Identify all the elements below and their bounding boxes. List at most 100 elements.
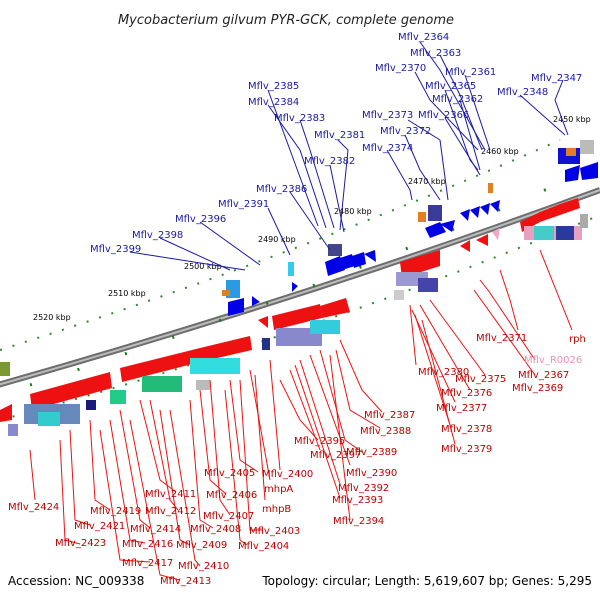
gene-arrow [252, 296, 260, 306]
gene-label[interactable]: Mflv_2347 [531, 73, 582, 84]
gene-arrow [425, 222, 446, 238]
gene-label[interactable]: Mflv_2372 [380, 126, 431, 137]
reverse-genes [0, 198, 588, 436]
gene-label[interactable]: Mflv_2376 [441, 388, 492, 399]
gene-label[interactable]: Mflv_2373 [362, 110, 413, 121]
gene-block [566, 148, 576, 156]
gene-arrow [352, 252, 366, 268]
gene-arrow [258, 316, 268, 328]
gene-arrow [492, 228, 500, 240]
gene-label[interactable]: Mflv_2392 [338, 483, 389, 494]
gene-label[interactable]: Mflv_2409 [176, 540, 227, 551]
gene-label[interactable]: Mflv_2378 [441, 424, 492, 435]
gene-label[interactable]: Mflv_2377 [436, 403, 487, 414]
gene-label[interactable]: Mflv_2379 [441, 444, 492, 455]
gene-label[interactable]: Mflv_2417 [122, 558, 173, 569]
forward-genes [0, 140, 598, 376]
gene-label[interactable]: Mflv_2424 [8, 502, 59, 513]
gene-label[interactable]: Mflv_2385 [248, 81, 299, 92]
gene-arrow [490, 200, 500, 212]
kbp-label: 2470 kbp [408, 177, 446, 186]
gene-label[interactable]: Mflv_2419 [90, 506, 141, 517]
gene-label[interactable]: rph [569, 334, 586, 345]
gene-label[interactable]: Mflv_2348 [497, 87, 548, 98]
gene-label[interactable]: Mflv_2390 [346, 468, 397, 479]
gene-label[interactable]: Mflv_2383 [274, 113, 325, 124]
gene-block [534, 226, 554, 240]
gene-label[interactable]: Mflv_2380 [418, 367, 469, 378]
gene-label[interactable]: Mflv_2369 [512, 383, 563, 394]
gene-label[interactable]: Mflv_2396 [175, 214, 226, 225]
gene-label[interactable]: Mflv_2387 [364, 410, 415, 421]
gene-arrow [480, 203, 490, 215]
gene-label[interactable]: Mflv_2397 [310, 450, 361, 461]
gene-label[interactable]: mhpA [264, 484, 293, 495]
gene-label[interactable]: Mflv_2362 [432, 94, 483, 105]
bottom-labels: rph Mflv_2371 Mflv_R0026 Mflv_2367 Mflv_… [8, 333, 586, 587]
gene-label[interactable]: mhpB [262, 504, 291, 515]
gene-label[interactable]: Mflv_2388 [360, 426, 411, 437]
kbp-label: 2460 kbp [481, 147, 519, 156]
gene-block [580, 214, 588, 228]
gene-label[interactable]: Mflv_2414 [130, 524, 181, 535]
gene-arrow [580, 162, 598, 180]
gene-label[interactable]: Mflv_2406 [206, 490, 257, 501]
gene-label[interactable]: Mflv_2386 [256, 184, 307, 195]
gene-label[interactable]: Mflv_2393 [332, 495, 383, 506]
gene-label[interactable]: Mflv_2413 [160, 576, 211, 587]
gene-label[interactable]: Mflv_2389 [346, 447, 397, 458]
gene-label[interactable]: Mflv_2408 [190, 524, 241, 535]
gene-block [428, 205, 442, 221]
gene-label[interactable]: Mflv_2404 [238, 541, 289, 552]
gene-label[interactable]: Mflv_2421 [74, 521, 125, 532]
gene-label[interactable]: Mflv_2398 [132, 230, 183, 241]
gene-arrow [228, 298, 244, 316]
gene-block [0, 362, 10, 376]
gene-label[interactable]: Mflv_2410 [178, 561, 229, 572]
gene-label[interactable]: Mflv_2423 [55, 538, 106, 549]
gene-label[interactable]: Mflv_2375 [455, 374, 506, 385]
gene-arrow [476, 234, 488, 246]
gene-label[interactable]: Mflv_R0026 [524, 355, 582, 366]
gene-arrow [30, 372, 112, 410]
gene-label[interactable]: Mflv_2384 [248, 97, 299, 108]
bottom-leader-lines [29, 249, 573, 581]
gene-label[interactable]: Mflv_2411 [145, 489, 196, 500]
gene-label[interactable]: Mflv_2407 [203, 511, 254, 522]
gene-label[interactable]: Mflv_2399 [90, 244, 141, 255]
gene-label[interactable]: Mflv_2395 [294, 436, 345, 447]
gene-arrow [325, 256, 345, 276]
gene-label[interactable]: Mflv_2371 [476, 333, 527, 344]
gene-block [488, 183, 493, 193]
gene-label[interactable]: Mflv_2391 [218, 199, 269, 210]
kbp-label: 2510 kbp [108, 289, 146, 298]
gene-label[interactable]: Mflv_2366 [418, 110, 469, 121]
gene-arrow [520, 198, 580, 232]
gene-label[interactable]: Mflv_2370 [375, 63, 426, 74]
gene-label[interactable]: Mflv_2400 [262, 469, 313, 480]
gene-label[interactable]: Mflv_2382 [304, 156, 355, 167]
gene-block [142, 376, 182, 392]
gene-label[interactable]: Mflv_2364 [398, 32, 449, 43]
gene-label[interactable]: Mflv_2363 [410, 48, 461, 59]
gene-label[interactable]: Mflv_2403 [249, 526, 300, 537]
gene-block [288, 262, 294, 276]
gene-arrow [460, 209, 470, 221]
gene-block [580, 140, 594, 154]
map-title: Mycobacterium gilvum PYR-GCK, complete g… [118, 13, 454, 28]
gene-label[interactable]: Mflv_2361 [445, 67, 496, 78]
gene-label[interactable]: Mflv_2405 [204, 468, 255, 479]
top-leader-lines [129, 41, 569, 271]
gene-label[interactable]: Mflv_2394 [333, 516, 384, 527]
gene-label[interactable]: Mflv_2412 [145, 506, 196, 517]
accession-text: Accession: NC_009338 [8, 574, 144, 588]
kbp-label: 2520 kbp [33, 313, 71, 322]
gene-label[interactable]: Mflv_2374 [362, 143, 413, 154]
gene-label[interactable]: Mflv_2365 [425, 81, 476, 92]
gene-block [418, 278, 438, 292]
gene-label[interactable]: Mflv_2381 [314, 130, 365, 141]
gene-label[interactable]: Mflv_2416 [122, 539, 173, 550]
gene-label[interactable]: Mflv_2367 [518, 370, 569, 381]
gene-block [310, 320, 340, 334]
gene-block [394, 290, 404, 300]
